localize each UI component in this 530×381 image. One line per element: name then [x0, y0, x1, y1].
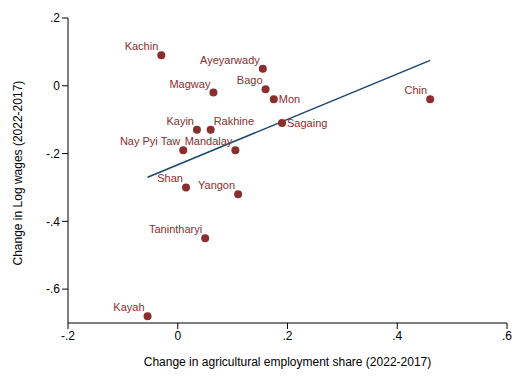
- svg-text:-.4: -.4: [46, 215, 60, 229]
- svg-text:Ayeyarwady: Ayeyarwady: [200, 54, 260, 66]
- svg-text:Kachin: Kachin: [125, 40, 159, 52]
- svg-text:Kayah: Kayah: [113, 301, 144, 313]
- svg-text:Bago: Bago: [237, 74, 263, 86]
- svg-text:-.2: -.2: [46, 147, 60, 161]
- svg-text:Mon: Mon: [279, 93, 300, 105]
- svg-text:.2: .2: [50, 11, 60, 25]
- svg-text:Change in agricultural employm: Change in agricultural employment share …: [144, 355, 432, 369]
- svg-text:Kayin: Kayin: [166, 115, 194, 127]
- svg-text:-.6: -.6: [46, 282, 60, 296]
- svg-text:Nay Pyi Taw: Nay Pyi Taw: [120, 135, 180, 147]
- svg-text:Chin: Chin: [405, 84, 428, 96]
- svg-text:Tanintharyi: Tanintharyi: [149, 223, 202, 235]
- svg-text:0: 0: [174, 329, 181, 343]
- svg-text:Rakhine: Rakhine: [214, 115, 254, 127]
- svg-text:.2: .2: [282, 329, 292, 343]
- svg-text:.4: .4: [392, 329, 402, 343]
- svg-text:Magway: Magway: [169, 78, 210, 90]
- svg-text:.6: .6: [502, 329, 512, 343]
- svg-text:-.2: -.2: [61, 329, 75, 343]
- svg-text:Sagaing: Sagaing: [287, 117, 327, 129]
- svg-text:Yangon: Yangon: [198, 179, 235, 191]
- svg-text:Mandalay: Mandalay: [185, 135, 233, 147]
- svg-text:Change in Log wages (2022-2017: Change in Log wages (2022-2017): [11, 81, 25, 266]
- svg-text:Shan: Shan: [157, 172, 183, 184]
- svg-text:0: 0: [53, 79, 60, 93]
